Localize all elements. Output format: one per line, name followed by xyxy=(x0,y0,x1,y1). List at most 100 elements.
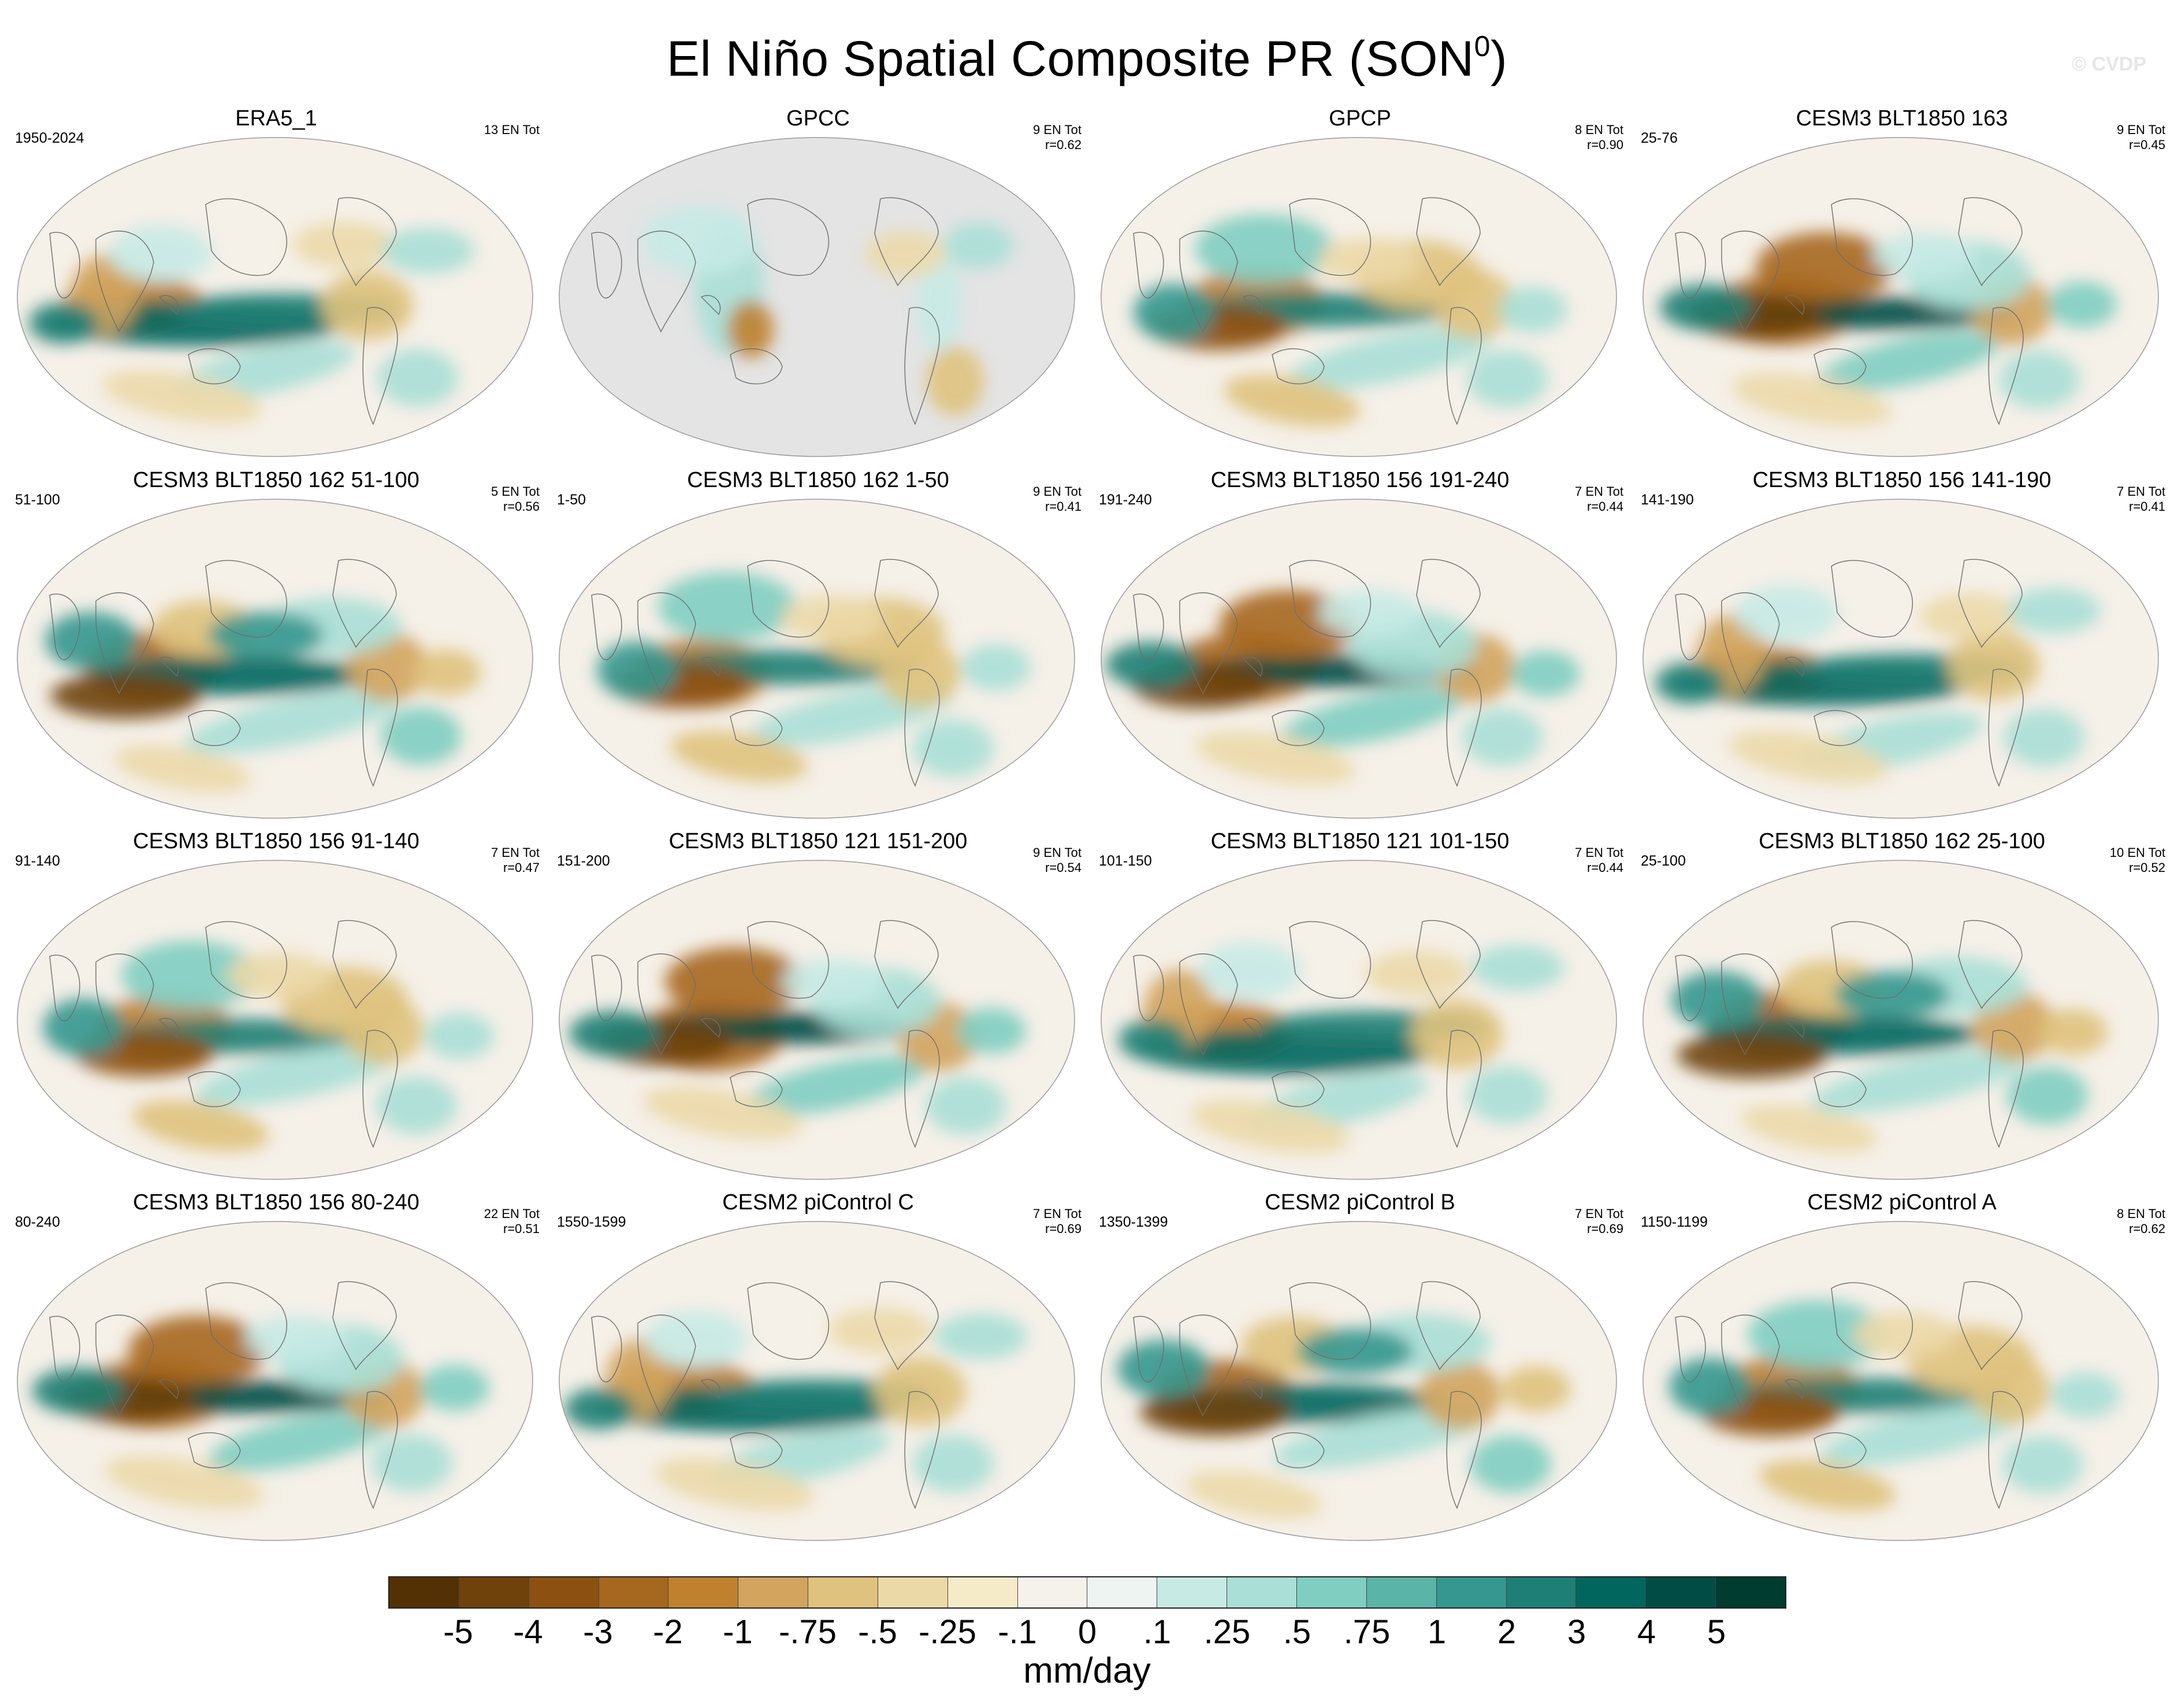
map-panel: CESM3 BLT1850 156 80-240 80-240 22 EN Tot r… xyxy=(5,1189,548,1550)
panel-correlation: r=0.56 xyxy=(503,499,540,514)
panel-period: 191-240 xyxy=(1099,492,1152,508)
map-outline xyxy=(1642,499,2159,819)
panel-correlation: r=0.41 xyxy=(2129,499,2165,514)
panel-event-count: 9 EN Tot xyxy=(1033,845,1082,860)
coastline xyxy=(747,560,830,638)
panel-event-count: 7 EN Tot xyxy=(1575,484,1623,499)
map-panel: GPCC 9 EN Tot r=0.62 xyxy=(547,105,1090,466)
precipitation-anomaly-field xyxy=(641,205,1013,416)
panel-event-count: 13 EN Tot xyxy=(484,122,540,137)
colorbar-cell xyxy=(1157,1577,1228,1607)
map-panel: CESM3 BLT1850 162 25-100 25-100 10 EN Tot r… xyxy=(1630,828,2173,1189)
coastline xyxy=(1289,560,1372,638)
coastline xyxy=(874,197,939,287)
coastline xyxy=(1272,710,1325,747)
panel-correlation: r=0.41 xyxy=(1045,499,1082,514)
coastline xyxy=(1289,198,1372,276)
coastline xyxy=(1446,1391,1482,1509)
panel-correlation: r=0.51 xyxy=(503,1221,540,1236)
panel-event-count: 10 EN Tot xyxy=(2109,845,2165,860)
panel-correlation: r=0.62 xyxy=(1045,138,1082,152)
coastline xyxy=(904,1030,940,1148)
panel-event-count: 9 EN Tot xyxy=(1033,122,1082,137)
panel-title: CESM3 BLT1850 162 25-100 xyxy=(1759,829,2045,853)
coastline xyxy=(730,1071,783,1108)
coastline xyxy=(332,559,397,648)
colorbar-cell xyxy=(947,1577,1018,1607)
coastline xyxy=(49,593,80,660)
colorbar-cell xyxy=(1576,1577,1647,1607)
precipitation-anomaly-field xyxy=(1671,957,2108,1153)
coastline xyxy=(1242,1379,1263,1399)
colorbar-cell xyxy=(459,1577,529,1607)
coastline xyxy=(95,592,154,695)
coastline xyxy=(904,1391,940,1509)
coastline xyxy=(1133,1316,1164,1383)
coastline xyxy=(1179,953,1238,1056)
panel-title: CESM3 BLT1850 121 151-200 xyxy=(668,829,968,853)
precipitation-anomaly-field xyxy=(45,597,481,793)
panel-correlation: r=0.44 xyxy=(1587,499,1623,514)
colorbar-cell xyxy=(1646,1577,1716,1607)
map-outline xyxy=(17,137,533,457)
map-outline xyxy=(1101,499,1617,819)
colorbar-cell xyxy=(1017,1577,1088,1607)
coastline xyxy=(637,231,696,333)
precipitation-anomaly-field xyxy=(1655,585,2101,784)
panel-title: CESM3 BLT1850 156 191-240 xyxy=(1210,468,1510,492)
coastline xyxy=(747,921,830,999)
panel-title: CESM3 BLT1850 156 80-240 xyxy=(133,1190,419,1215)
map-outline xyxy=(559,860,1075,1180)
colorbar-tick-label: .25 xyxy=(1203,1613,1251,1651)
coastline xyxy=(637,592,696,695)
coastline xyxy=(591,1316,622,1383)
panel-event-count: 7 EN Tot xyxy=(491,845,540,860)
map-outline xyxy=(559,499,1075,819)
coastline xyxy=(1675,232,1706,299)
panel-stats: 5 EN Tot r=0.56 xyxy=(491,484,540,514)
colorbar-cell xyxy=(1716,1577,1785,1607)
coastline xyxy=(904,669,940,787)
coastline xyxy=(1831,1282,1913,1360)
coastline xyxy=(332,197,397,287)
map-outline xyxy=(559,1221,1075,1541)
coastline xyxy=(332,920,397,1009)
coastline xyxy=(591,232,622,299)
coastline xyxy=(904,307,940,425)
panel-event-count: 7 EN Tot xyxy=(1575,845,1623,860)
coastline xyxy=(1675,955,1706,1022)
colorbar-cell xyxy=(1296,1577,1367,1607)
colorbar-cell xyxy=(1087,1577,1158,1607)
coastline xyxy=(1988,1391,2024,1509)
map-outline xyxy=(1101,1221,1617,1541)
robinson-map xyxy=(17,1221,533,1541)
colorbar-cell xyxy=(668,1577,739,1607)
coastline xyxy=(1416,920,1481,1009)
coastline xyxy=(637,1315,696,1417)
panel-stats: 7 EN Tot r=0.47 xyxy=(491,845,540,875)
panel-correlation: r=0.45 xyxy=(2129,138,2165,152)
coastline xyxy=(49,1316,80,1383)
coastline xyxy=(158,295,179,315)
panel-event-count: 22 EN Tot xyxy=(484,1206,540,1221)
coastline xyxy=(730,348,783,385)
map-panel: GPCP 8 EN Tot r=0.90 xyxy=(1088,105,1632,466)
precipitation-anomaly-field xyxy=(43,941,494,1152)
panel-correlation: r=0.54 xyxy=(1045,860,1082,875)
map-panel: CESM3 BLT1850 156 91-140 91-140 7 EN Tot r=… xyxy=(5,828,548,1189)
coastline xyxy=(700,1379,721,1399)
panel-period: 141-190 xyxy=(1641,492,1694,508)
panel-event-count: 9 EN Tot xyxy=(1033,484,1082,499)
panel-event-count: 5 EN Tot xyxy=(491,484,540,499)
panel-period: 151-200 xyxy=(557,853,610,869)
colorbar-tick-label: 0 xyxy=(1077,1613,1097,1651)
map-panel: CESM2 piControl A 1150-1199 8 EN Tot r=0.62 xyxy=(1630,1189,2173,1550)
coastline xyxy=(747,1282,830,1360)
coastline xyxy=(1988,307,2024,425)
panel-period: 1-50 xyxy=(557,492,586,508)
coastline xyxy=(874,1281,939,1371)
robinson-map xyxy=(1642,1221,2159,1541)
coastline xyxy=(95,231,154,333)
colorbar-tick-label: -.75 xyxy=(779,1613,837,1651)
coastline xyxy=(1179,1315,1238,1417)
